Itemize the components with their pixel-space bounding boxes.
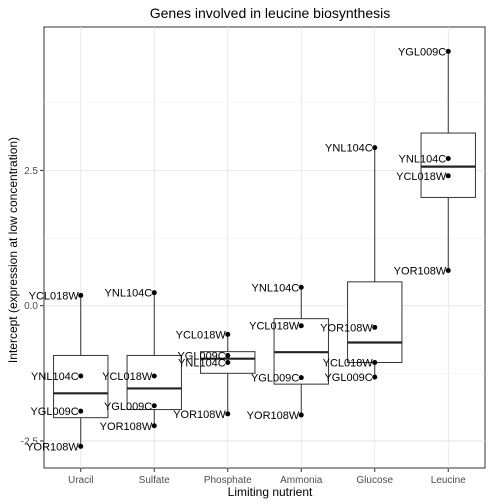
- point-label: YGL009C: [177, 350, 225, 362]
- point-label: YNL104C: [252, 282, 300, 294]
- point-label: YNL104C: [399, 153, 447, 165]
- point-layer: [78, 48, 451, 449]
- box-leucine: [420, 51, 476, 271]
- chart-title: Genes involved in leucine biosynthesis: [150, 5, 390, 21]
- box-sulfate: [126, 292, 182, 426]
- data-point: [445, 267, 451, 273]
- data-point: [78, 292, 84, 298]
- x-tick-label: Phosphate: [204, 475, 252, 486]
- x-tick-label: Ammonia: [280, 475, 323, 486]
- data-point: [445, 48, 451, 54]
- data-point: [78, 408, 84, 414]
- data-point: [298, 323, 304, 329]
- point-label: YCL018W: [323, 357, 374, 369]
- point-label: YGL009C: [104, 401, 152, 413]
- data-point: [372, 359, 378, 365]
- data-point: [225, 411, 231, 417]
- point-label: YGL009C: [398, 46, 446, 58]
- point-label: YCL018W: [29, 290, 80, 302]
- data-point: [151, 403, 157, 409]
- point-label-layer: YCL018WYNL104CYGL009CYOR108WYNL104CYCL01…: [26, 46, 447, 453]
- data-point: [298, 412, 304, 418]
- box-layer: [53, 51, 476, 447]
- x-tick-label: Sulfate: [139, 475, 171, 486]
- data-point: [298, 375, 304, 381]
- point-label: YCL018W: [102, 371, 153, 383]
- data-point: [151, 290, 157, 296]
- data-point: [372, 374, 378, 380]
- point-label: YOR108W: [247, 410, 300, 422]
- x-axis-label: Limiting nutrient: [228, 485, 313, 499]
- y-axis-ticks: -2.5 0.0 2.5: [21, 166, 44, 447]
- point-label: YNL104C: [178, 357, 226, 369]
- data-point: [225, 352, 231, 358]
- point-label: YNL104C: [325, 143, 373, 155]
- plot-panel: [43, 26, 486, 469]
- point-label: YCL018W: [176, 329, 227, 341]
- box-ammonia: [273, 287, 329, 415]
- point-label: YOR108W: [320, 322, 373, 334]
- point-label: YNL104C: [105, 288, 153, 300]
- point-label: YCL018W: [396, 171, 447, 183]
- x-axis-ticks: Uracil Sulfate Phosphate Ammonia Glucose Leuc…: [68, 468, 466, 486]
- point-label: YGL009C: [30, 406, 78, 418]
- data-point: [78, 373, 84, 379]
- data-point: [225, 359, 231, 365]
- data-point: [445, 155, 451, 161]
- x-tick-label: Leucine: [431, 475, 466, 486]
- box-iqr: [53, 354, 109, 419]
- y-tick-label: 2.5: [24, 166, 38, 177]
- point-label: YOR108W: [26, 441, 79, 453]
- point-label: YGL009C: [324, 372, 372, 384]
- point-label: YNL104C: [31, 371, 79, 383]
- y-axis-label: Intercept (expression at low concentrati…: [6, 137, 20, 363]
- point-label: YOR108W: [100, 421, 153, 433]
- data-point: [151, 373, 157, 379]
- x-tick-label: Glucose: [356, 475, 393, 486]
- point-label: YOR108W: [173, 409, 226, 421]
- point-label: YOR108W: [394, 265, 447, 277]
- data-point: [151, 423, 157, 429]
- box-uracil: [53, 295, 109, 447]
- data-point: [298, 284, 304, 290]
- box-iqr: [420, 132, 476, 198]
- box-iqr: [126, 354, 182, 411]
- data-point: [445, 173, 451, 179]
- point-label: YGL009C: [251, 373, 299, 385]
- y-tick-label: -2.5: [21, 436, 39, 447]
- x-tick-label: Uracil: [68, 475, 94, 486]
- data-point: [78, 443, 84, 449]
- data-point: [372, 145, 378, 151]
- point-label: YCL018W: [249, 321, 300, 333]
- data-point: [225, 331, 231, 337]
- y-tick-label: 0.0: [24, 301, 38, 312]
- data-point: [372, 324, 378, 330]
